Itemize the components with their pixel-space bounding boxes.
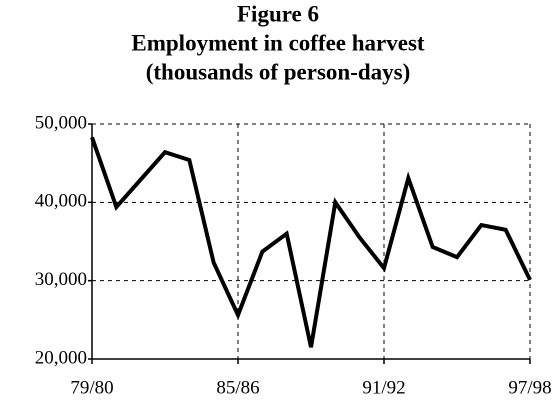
x-tick-label: 79/80 bbox=[70, 377, 113, 398]
data-line bbox=[90, 136, 532, 348]
chart-title: Figure 6 bbox=[237, 1, 319, 26]
y-tick-label: 40,000 bbox=[35, 191, 87, 212]
y-tick-label: 50,000 bbox=[35, 112, 87, 133]
y-tick-label: 20,000 bbox=[35, 347, 87, 368]
chart-title: (thousands of person-days) bbox=[146, 59, 411, 84]
x-tick-label: 85/86 bbox=[216, 377, 259, 398]
y-tick-label: 30,000 bbox=[35, 269, 87, 290]
x-tick-label: 97/98 bbox=[508, 377, 551, 398]
chart-title: Employment in coffee harvest bbox=[131, 30, 425, 55]
x-tick-label: 91/92 bbox=[362, 377, 405, 398]
